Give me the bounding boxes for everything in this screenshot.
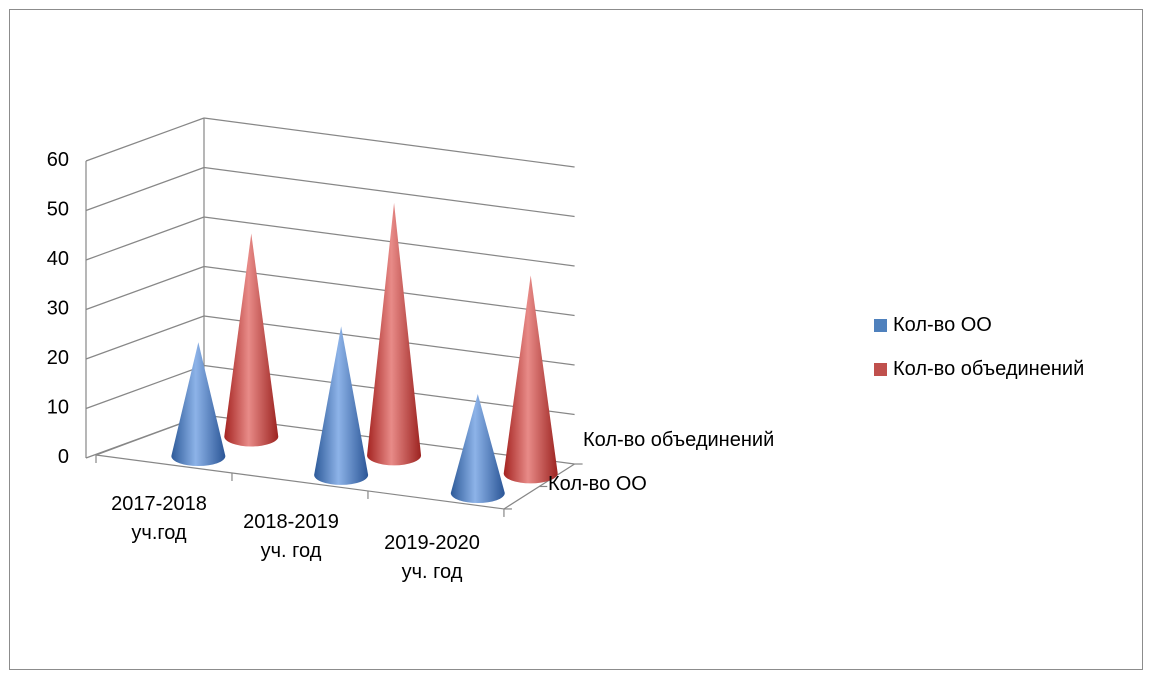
cone-body (450, 394, 505, 504)
cone-body (171, 342, 226, 467)
depth-label: Кол-во объединений (583, 429, 774, 451)
gridline-side-5 (85, 166, 205, 212)
legend-swatch-series-1 (874, 318, 887, 332)
legend-item-series-2: Кол-во объединений (874, 356, 1084, 382)
gridline-back-6 (203, 117, 575, 168)
legend-item-series-1: Кол-во ОО (874, 312, 1084, 338)
cone-layer (171, 202, 558, 504)
x-tick-label: 2018-2019 (243, 511, 339, 533)
gridline-side-1 (85, 364, 205, 410)
cone-1-1 (171, 342, 226, 467)
x-tick-label: уч. год (402, 561, 463, 583)
x-tick-label: 2017-2018 (111, 493, 207, 515)
cone-1-2 (314, 326, 369, 485)
cone-body (367, 202, 422, 466)
y-tick-label: 40 (47, 248, 69, 270)
y-tick-label: 50 (47, 199, 69, 221)
gridline-back-4 (203, 216, 575, 267)
legend-label-series-1: Кол-во ОО (893, 313, 992, 336)
legend: Кол-во ОО Кол-во объединений (874, 312, 1084, 400)
gridline-side-4 (85, 216, 205, 261)
gridline-side-2 (85, 315, 205, 360)
gridline-back-5 (203, 166, 575, 218)
gridline-side-3 (85, 265, 205, 311)
y-tick-label: 60 (47, 149, 69, 171)
cone-2-3 (503, 275, 558, 484)
cone-body (314, 326, 369, 485)
y-tick-label: 30 (47, 298, 69, 320)
floor-front-edge (95, 454, 505, 510)
cone-1-3 (450, 394, 505, 504)
legend-swatch-series-2 (874, 362, 887, 376)
cone-2-2 (367, 202, 422, 466)
cone-body (224, 233, 279, 447)
axis-layer (95, 455, 583, 517)
x-tick-label: 2019-2020 (384, 532, 480, 554)
gridline-side-6 (85, 117, 205, 162)
label-layer: 0 10 20 30 40 50 60 2017-2018 уч.год 2018-2019 уч.… (47, 149, 775, 583)
cone-body (503, 275, 558, 484)
x-tick-label: уч. год (261, 540, 322, 562)
y-tick-label: 10 (47, 397, 69, 419)
legend-label-series-2: Кол-во объединений (893, 357, 1085, 380)
cone-2-1 (224, 233, 279, 447)
depth-label: Кол-во ОО (548, 473, 647, 495)
y-tick-label: 0 (58, 446, 69, 468)
x-tick-label: уч.год (131, 522, 187, 544)
chart-frame (9, 9, 1143, 670)
y-tick-label: 20 (47, 347, 69, 369)
